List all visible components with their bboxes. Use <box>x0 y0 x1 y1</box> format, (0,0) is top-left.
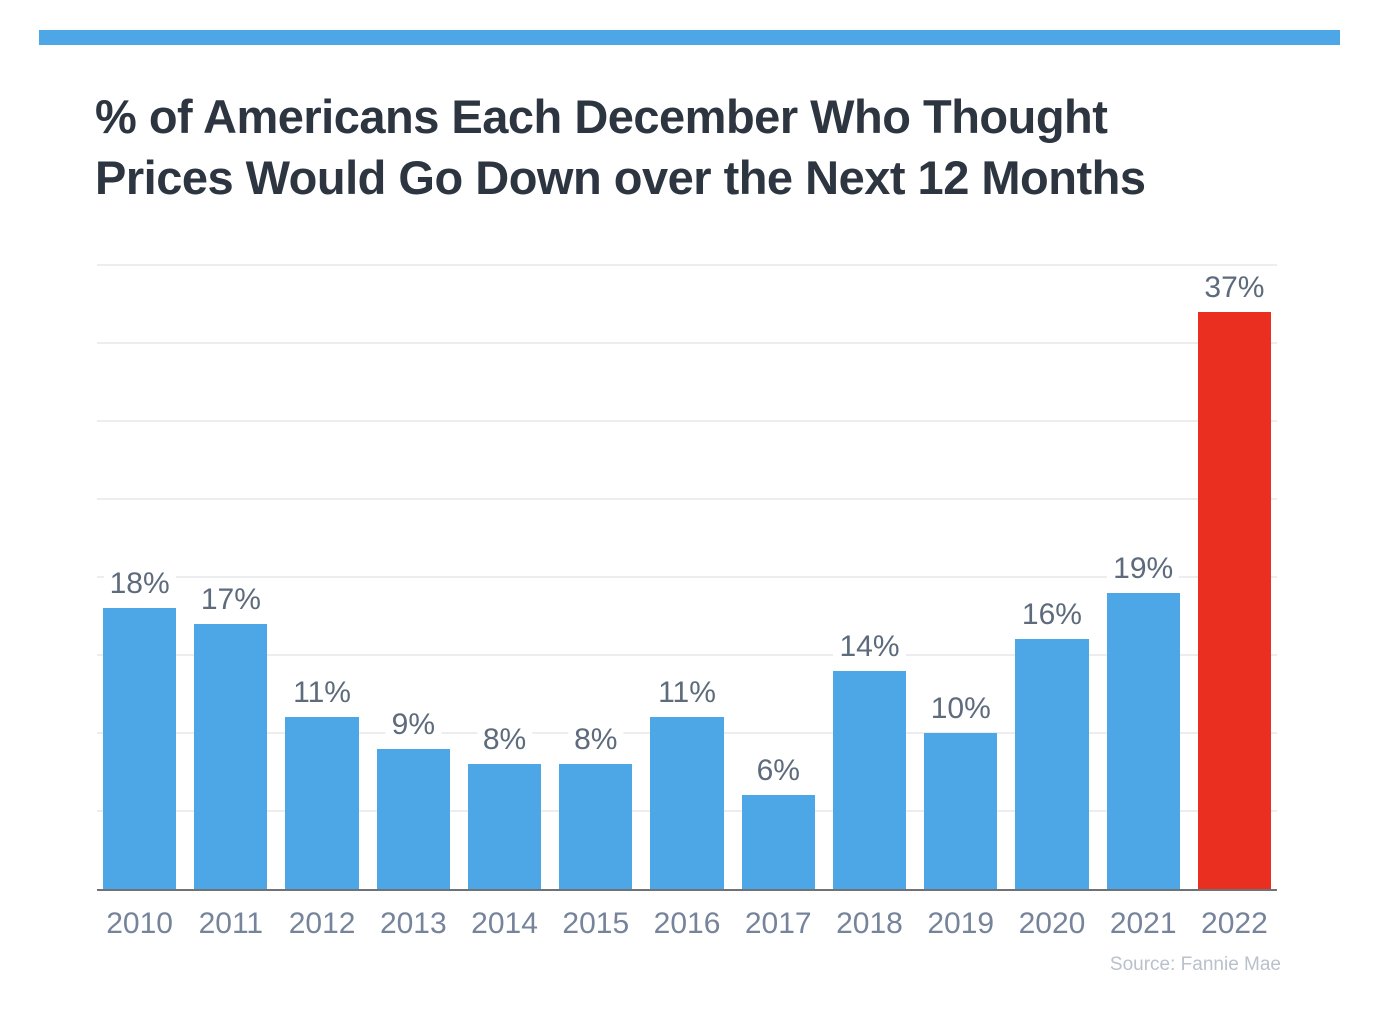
x-axis-label-2017: 2017 <box>744 907 812 940</box>
bar-column-2021: 19% <box>1106 267 1180 889</box>
plot-area: 18% 17% 11% 9% 8% 8% 11% 6% 14% 10% 16% 19% 37% <box>97 264 1277 891</box>
bars-row: 18% 17% 11% 9% 8% 8% 11% 6% 14% 10% 16% 19% 37% <box>103 267 1272 889</box>
chart-title: % of Americans Each December Who Thought… <box>95 86 1315 208</box>
bar-2010 <box>103 608 177 889</box>
bar-column-2019: 10% <box>924 267 998 889</box>
chart-title-line-2: Prices Would Go Down over the Next 12 Mo… <box>95 151 1146 204</box>
gridline-25 <box>97 498 1277 500</box>
bar-value-label-2018: 14% <box>833 628 906 665</box>
bar-2012 <box>285 717 359 889</box>
bar-value-label-2013: 9% <box>385 706 441 743</box>
chart-title-line-1: % of Americans Each December Who Thought <box>95 90 1108 143</box>
bar-column-2014: 8% <box>467 267 542 889</box>
bar-value-label-2021: 19% <box>1107 550 1180 587</box>
bar-value-label-2022: 37% <box>1198 269 1271 306</box>
x-axis-label-2012: 2012 <box>288 907 356 940</box>
bar-2013 <box>376 748 450 889</box>
bar-value-label-2011: 17% <box>194 581 267 618</box>
bar-column-2022: 37% <box>1197 267 1272 889</box>
bar-2021 <box>1106 592 1180 889</box>
bar-value-label-2010: 18% <box>103 566 176 603</box>
bar-value-label-2014: 8% <box>476 722 533 759</box>
x-axis-label-2018: 2018 <box>836 907 903 940</box>
bar-2019 <box>924 733 998 889</box>
source-credit: Source: Fannie Mae <box>1109 954 1281 975</box>
bar-column-2010: 18% <box>103 267 177 889</box>
bar-2017 <box>741 795 815 889</box>
bar-value-label-2012: 11% <box>287 675 357 712</box>
bar-value-label-2017: 6% <box>750 753 806 790</box>
bar-2022 <box>1197 311 1272 889</box>
gridline-40 <box>97 264 1277 266</box>
x-axis-label-2020: 2020 <box>1018 907 1086 940</box>
x-axis-label-2019: 2019 <box>927 907 995 940</box>
x-axis-label-2010: 2010 <box>106 907 173 940</box>
x-axis-label-2011: 2011 <box>198 907 264 940</box>
bar-2011 <box>194 623 268 889</box>
x-axis-label-2015: 2015 <box>562 907 630 940</box>
gridline-35 <box>97 342 1277 344</box>
bar-value-label-2015: 8% <box>568 722 624 759</box>
bar-column-2015: 8% <box>559 267 633 889</box>
x-axis-label-2016: 2016 <box>653 907 721 940</box>
bar-column-2011: 17% <box>194 267 268 889</box>
accent-stripe <box>39 30 1340 45</box>
bar-column-2012: 11% <box>285 267 359 889</box>
bar-value-label-2019: 10% <box>924 691 997 727</box>
x-axis-label-2014: 2014 <box>471 907 538 940</box>
bar-column-2016: 11% <box>650 267 724 889</box>
bar-value-label-2016: 11% <box>652 675 722 712</box>
x-axis-labels: 2010 2011 2012 2013 2014 2015 2016 2017 2018 2019… <box>103 907 1271 941</box>
bar-2018 <box>832 670 907 889</box>
bar-2016 <box>650 717 724 889</box>
bar-value-label-2020: 16% <box>1015 597 1088 634</box>
x-axis-label-2022: 2022 <box>1201 907 1268 940</box>
bar-2020 <box>1015 639 1089 889</box>
bar-column-2017: 6% <box>741 267 815 889</box>
x-axis-label-2013: 2013 <box>379 907 447 940</box>
bar-column-2018: 14% <box>832 267 907 889</box>
x-axis-label-2021: 2021 <box>1109 907 1177 940</box>
gridline-20 <box>97 576 1277 578</box>
bar-2015 <box>559 764 633 889</box>
bar-2014 <box>467 764 542 889</box>
bar-column-2020: 16% <box>1015 267 1089 889</box>
gridline-15 <box>97 654 1277 656</box>
gridline-30 <box>97 420 1277 422</box>
bar-column-2013: 9% <box>376 267 450 889</box>
